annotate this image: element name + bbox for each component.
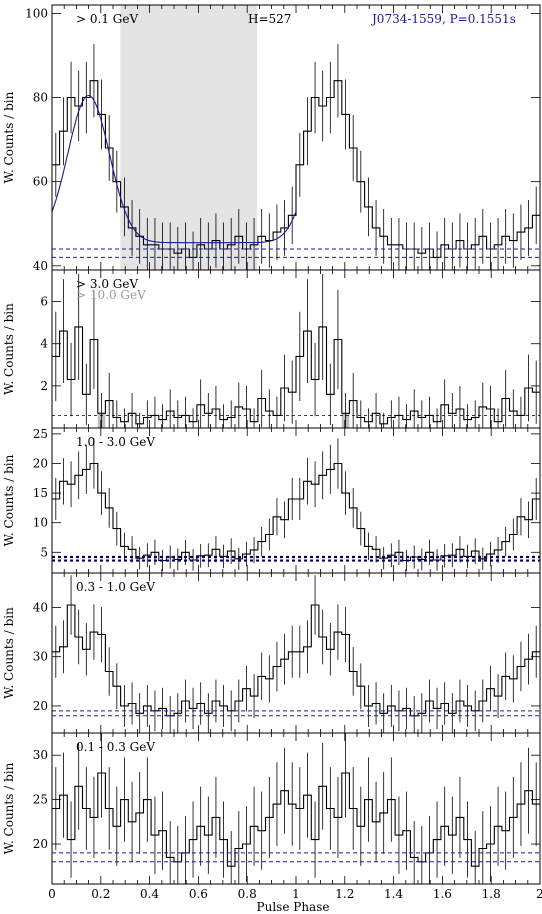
y-axis-label: W. Counts / bin xyxy=(2,607,16,699)
y-tick-label: 40 xyxy=(33,259,48,273)
x-tick-label: 1.2 xyxy=(335,887,354,901)
panel-plot-area xyxy=(52,5,540,270)
panel-1: 40 60 80 100 W. Counts / bin > 0.1 GeV H=527 J0… xyxy=(2,4,541,273)
y-axis-label: W. Counts / bin xyxy=(2,91,16,183)
x-tick-label: 1.6 xyxy=(433,887,452,901)
y-axis-label: W. Counts / bin xyxy=(2,454,16,546)
profile-histogram xyxy=(52,604,540,717)
panel-plot-area xyxy=(52,575,540,733)
y-tick-label: 100 xyxy=(25,6,48,20)
x-tick-label: 0 xyxy=(48,887,56,901)
energy-band-label-secondary: > 10.0 GeV xyxy=(76,288,146,302)
panel-4: 20 30 40 W. Counts / bin 0.3 - 1.0 GeV xyxy=(2,572,541,734)
energy-band-label: > 3.0 GeV xyxy=(76,277,138,291)
panel-plot-area xyxy=(52,273,540,428)
x-tick-label: 2 xyxy=(536,887,542,901)
profile-histogram xyxy=(52,462,540,562)
y-tick-label: 6 xyxy=(40,295,48,309)
y-tick-label: 5 xyxy=(40,545,48,559)
y-tick-label: 30 xyxy=(33,650,48,664)
panel-5: 20 25 30 W. Counts / bin 0.1 - 0.3 GeV xyxy=(2,732,541,885)
h-test-label: H=527 xyxy=(248,12,291,26)
x-axis-label: Pulse Phase xyxy=(257,900,330,914)
panel-3: 5 10 15 20 25 W. Counts / bin 1.0 - 3.0 GeV xyxy=(2,427,541,574)
panels-group: 40 60 80 100 W. Counts / bin > 0.1 GeV H=527 J0… xyxy=(2,4,541,885)
y-tick-label: 30 xyxy=(33,748,48,762)
profile-histogram xyxy=(52,326,540,425)
energy-band-label: 0.3 - 1.0 GeV xyxy=(76,580,155,594)
x-tick-label: 0.4 xyxy=(140,887,159,901)
panel-2: 2 4 6 W. Counts / bin > 3.0 GeV> 10.0 GeV xyxy=(2,269,541,429)
x-tick-label: 0.8 xyxy=(238,887,257,901)
y-tick-label: 40 xyxy=(33,600,48,614)
energy-band-label: 0.1 - 0.3 GeV xyxy=(76,740,155,754)
energy-band-label: > 0.1 GeV xyxy=(76,12,138,26)
y-tick-label: 10 xyxy=(33,516,48,530)
y-tick-label: 4 xyxy=(40,337,48,351)
y-axis-label: W. Counts / bin xyxy=(2,762,16,854)
fit-curve xyxy=(52,94,297,244)
y-tick-label: 25 xyxy=(33,427,48,441)
profile-histogram xyxy=(52,772,540,867)
y-tick-label: 2 xyxy=(40,379,48,393)
offpulse-region xyxy=(120,5,257,270)
panel-plot-area xyxy=(52,438,540,572)
x-axis: 0 0.2 0.4 0.6 0.8 1 1.2 1.4 1.6 1.8 2 xyxy=(48,887,542,901)
y-tick-label: 20 xyxy=(33,699,48,713)
x-tick-label: 1 xyxy=(292,887,300,901)
pulsar-label: J0734-1559, P=0.1551s xyxy=(370,12,516,26)
y-tick-label: 25 xyxy=(33,793,48,807)
profile-histogram xyxy=(52,80,540,258)
y-tick-label: 80 xyxy=(33,91,48,105)
panel-frame xyxy=(51,572,541,734)
x-tick-label: 1.4 xyxy=(384,887,403,901)
panel-frame xyxy=(51,427,541,574)
y-tick-label: 20 xyxy=(33,837,48,851)
x-tick-label: 0.6 xyxy=(189,887,208,901)
energy-band-label: 1.0 - 3.0 GeV xyxy=(76,435,155,449)
y-tick-label: 20 xyxy=(33,457,48,471)
x-tick-label: 0.2 xyxy=(91,887,110,901)
x-tick-label: 1.8 xyxy=(482,887,501,901)
y-tick-label: 15 xyxy=(33,486,48,500)
y-axis-label: W. Counts / bin xyxy=(2,303,16,395)
panel-plot-area xyxy=(52,733,540,884)
y-tick-label: 60 xyxy=(33,175,48,189)
